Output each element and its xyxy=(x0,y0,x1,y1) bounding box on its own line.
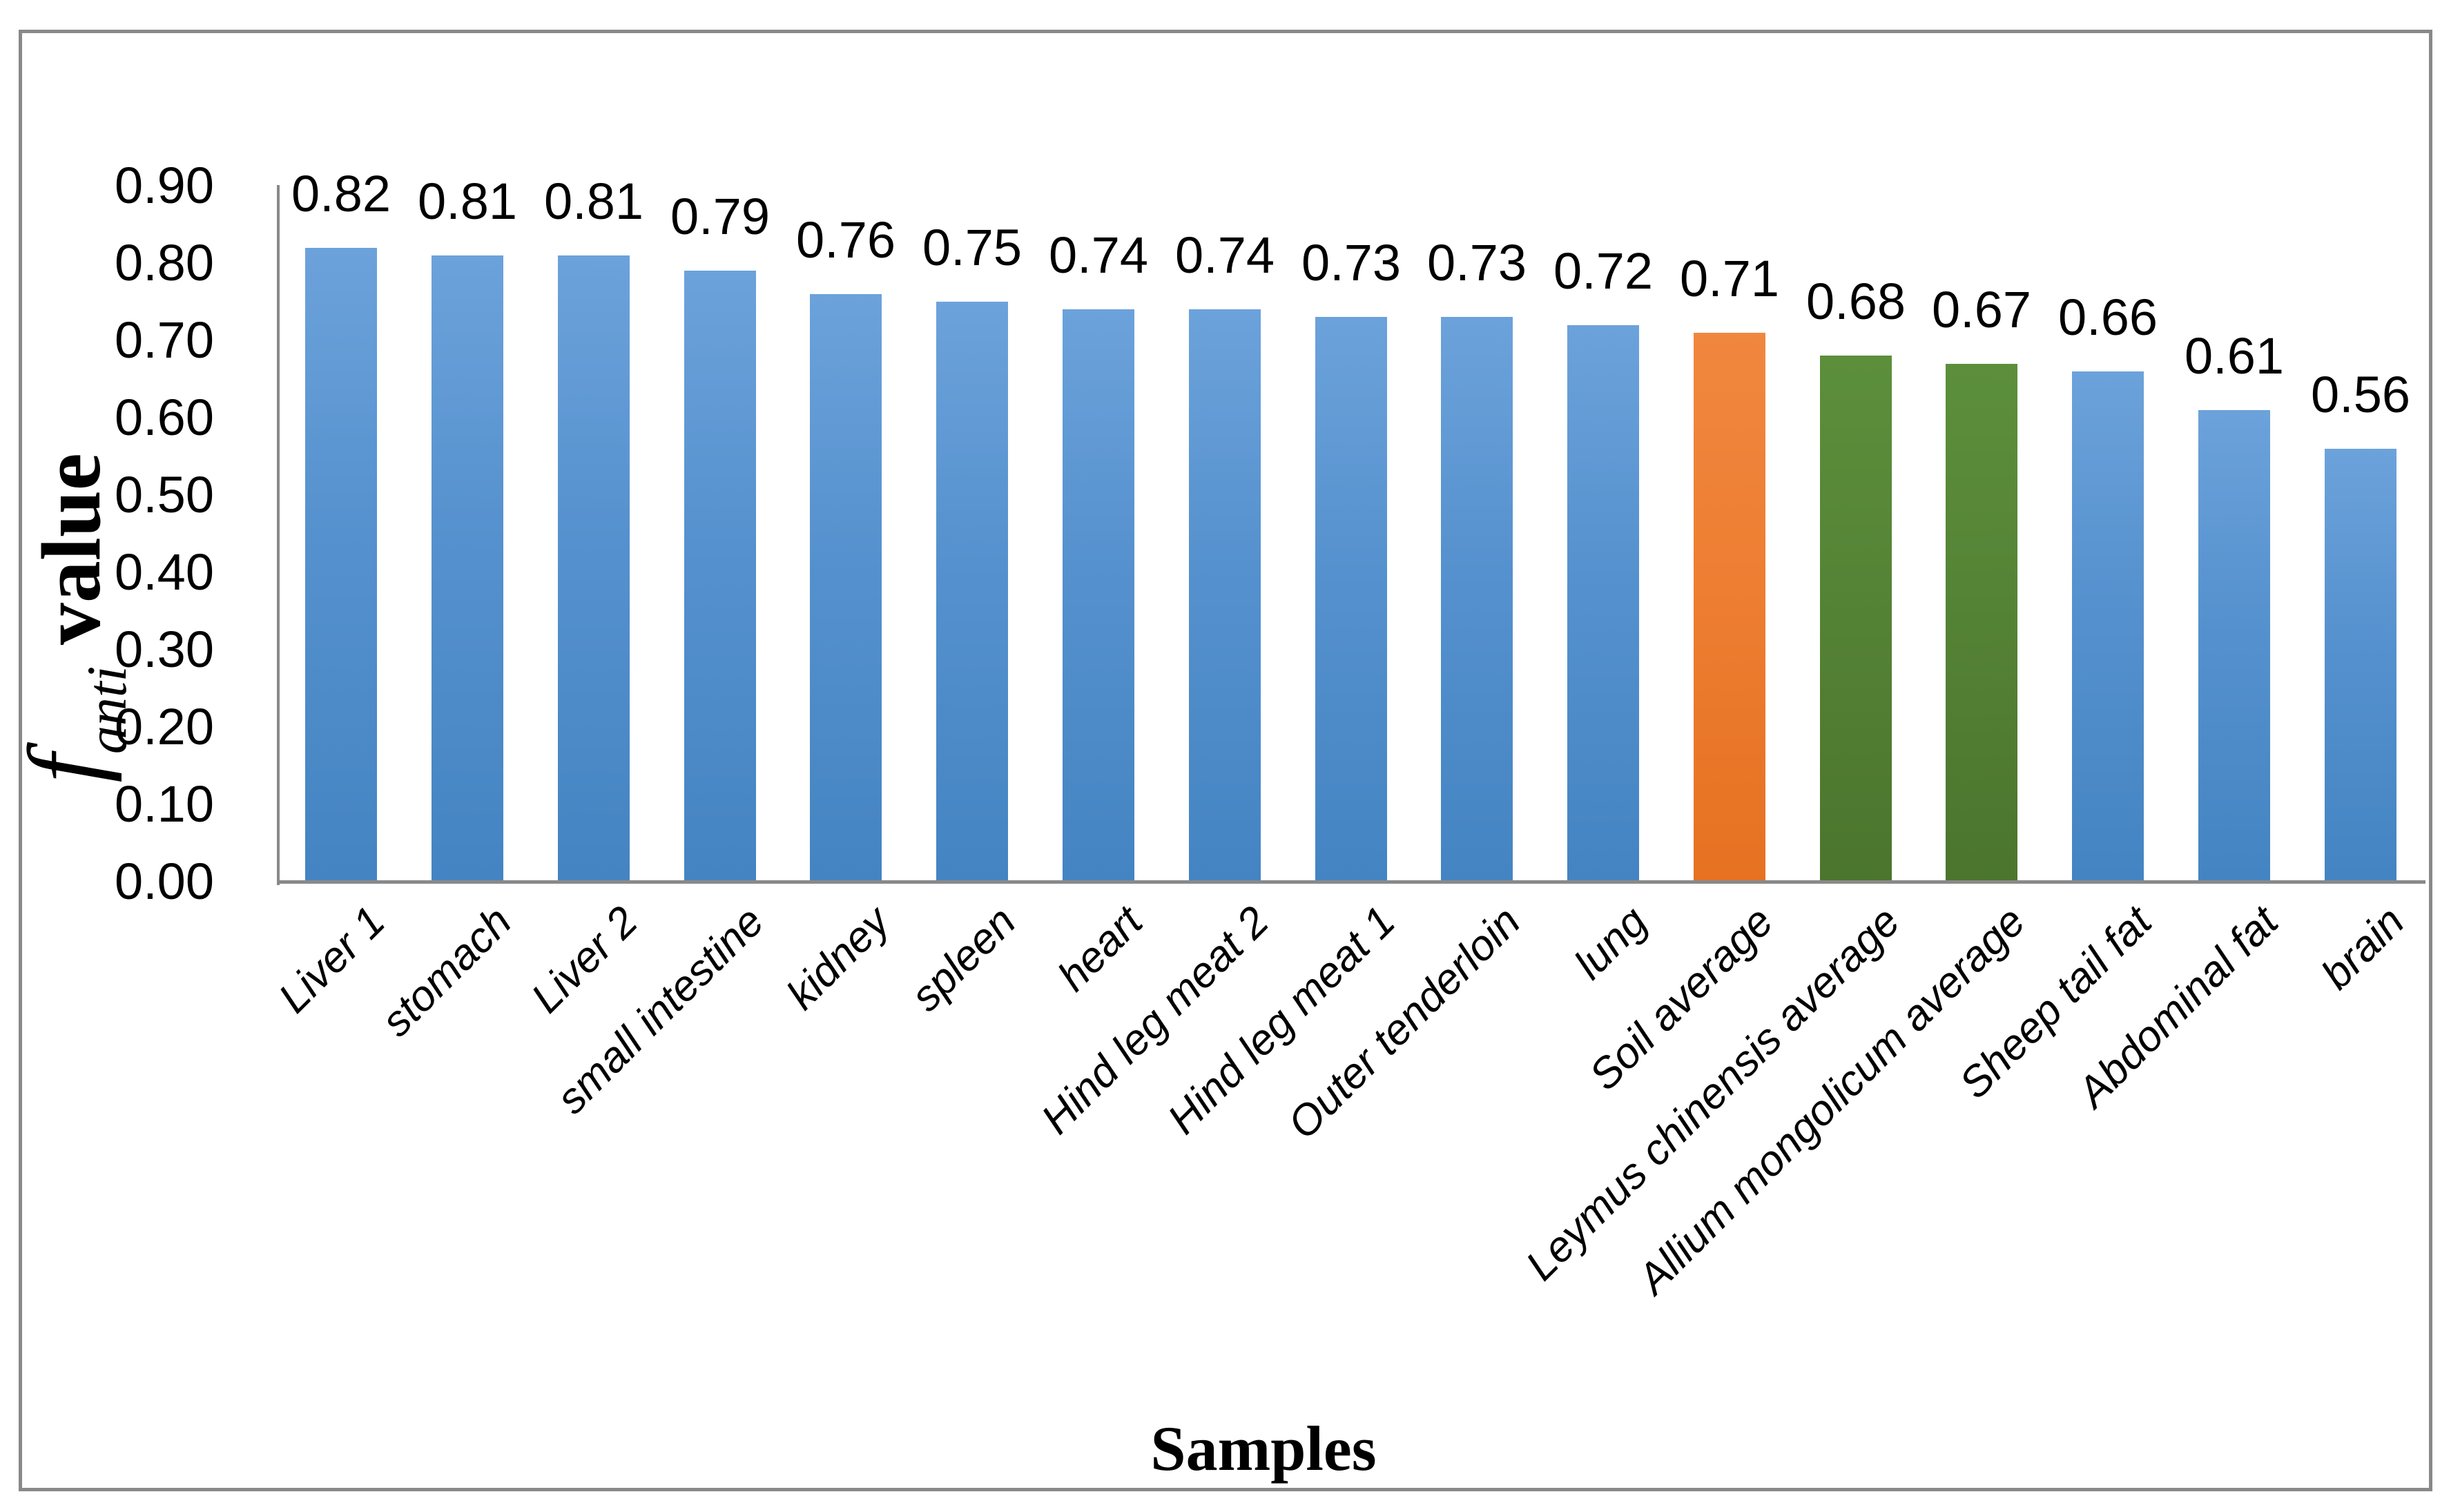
value-label-outer-tenderloin: 0.73 xyxy=(1426,234,1527,291)
bar-leymus-chinensis-average xyxy=(1820,356,1892,882)
y-tick-label-0.50: 0.50 xyxy=(114,466,214,523)
y-axis-line xyxy=(277,185,280,885)
value-label-hind-leg-meat-1: 0.73 xyxy=(1301,234,1402,291)
value-label-spleen: 0.75 xyxy=(922,219,1023,276)
value-label-soil-average: 0.71 xyxy=(1679,250,1780,307)
x-axis-line xyxy=(277,880,2425,884)
bar-sheep-tail-fat xyxy=(2072,371,2144,882)
value-label-liver-2: 0.81 xyxy=(543,173,644,230)
bar-heart xyxy=(1063,309,1134,882)
bar-allium-mongolicum-average xyxy=(1946,364,2017,882)
value-label-brain: 0.56 xyxy=(2310,366,2411,423)
value-label-allium-mongolicum-average: 0.67 xyxy=(1931,281,2032,338)
value-label-stomach: 0.81 xyxy=(417,173,518,230)
value-label-small-intestine: 0.79 xyxy=(670,188,771,245)
bar-kidney xyxy=(810,294,882,882)
y-tick-label-0.00: 0.00 xyxy=(114,853,214,910)
y-tick-label-0.70: 0.70 xyxy=(114,311,214,369)
value-label-heart: 0.74 xyxy=(1048,226,1149,284)
bar-brain xyxy=(2325,449,2396,882)
y-tick-label-0.20: 0.20 xyxy=(114,698,214,755)
bar-spleen xyxy=(936,302,1008,882)
value-label-sheep-tail-fat: 0.66 xyxy=(2057,289,2158,346)
bar-abdominal-fat xyxy=(2198,410,2270,882)
value-label-leymus-chinensis-average: 0.68 xyxy=(1805,273,1906,330)
y-tick-label-0.30: 0.30 xyxy=(114,621,214,678)
y-tick-label-0.80: 0.80 xyxy=(114,234,214,291)
value-label-hind-leg-meat-2: 0.74 xyxy=(1174,226,1275,284)
value-label-lung: 0.72 xyxy=(1553,242,1654,300)
bar-soil-average xyxy=(1694,333,1765,882)
bar-outer-tenderloin xyxy=(1441,317,1513,882)
bar-stomach xyxy=(432,255,503,882)
value-label-abdominal-fat: 0.61 xyxy=(2184,327,2285,385)
bar-liver-1 xyxy=(305,248,377,882)
y-tick-label-0.90: 0.90 xyxy=(114,157,214,214)
bar-liver-2 xyxy=(558,255,630,882)
x-axis-title: Samples xyxy=(1150,1413,1377,1484)
y-tick-label-0.40: 0.40 xyxy=(114,543,214,601)
bar-hind-leg-meat-2 xyxy=(1189,309,1261,882)
value-label-kidney: 0.76 xyxy=(795,211,896,269)
value-label-liver-1: 0.82 xyxy=(291,165,391,222)
y-tick-label-0.10: 0.10 xyxy=(114,775,214,833)
y-tick-label-0.60: 0.60 xyxy=(114,389,214,446)
bar-small-intestine xyxy=(684,271,756,882)
bar-lung xyxy=(1567,325,1639,882)
bar-hind-leg-meat-1 xyxy=(1315,317,1387,882)
